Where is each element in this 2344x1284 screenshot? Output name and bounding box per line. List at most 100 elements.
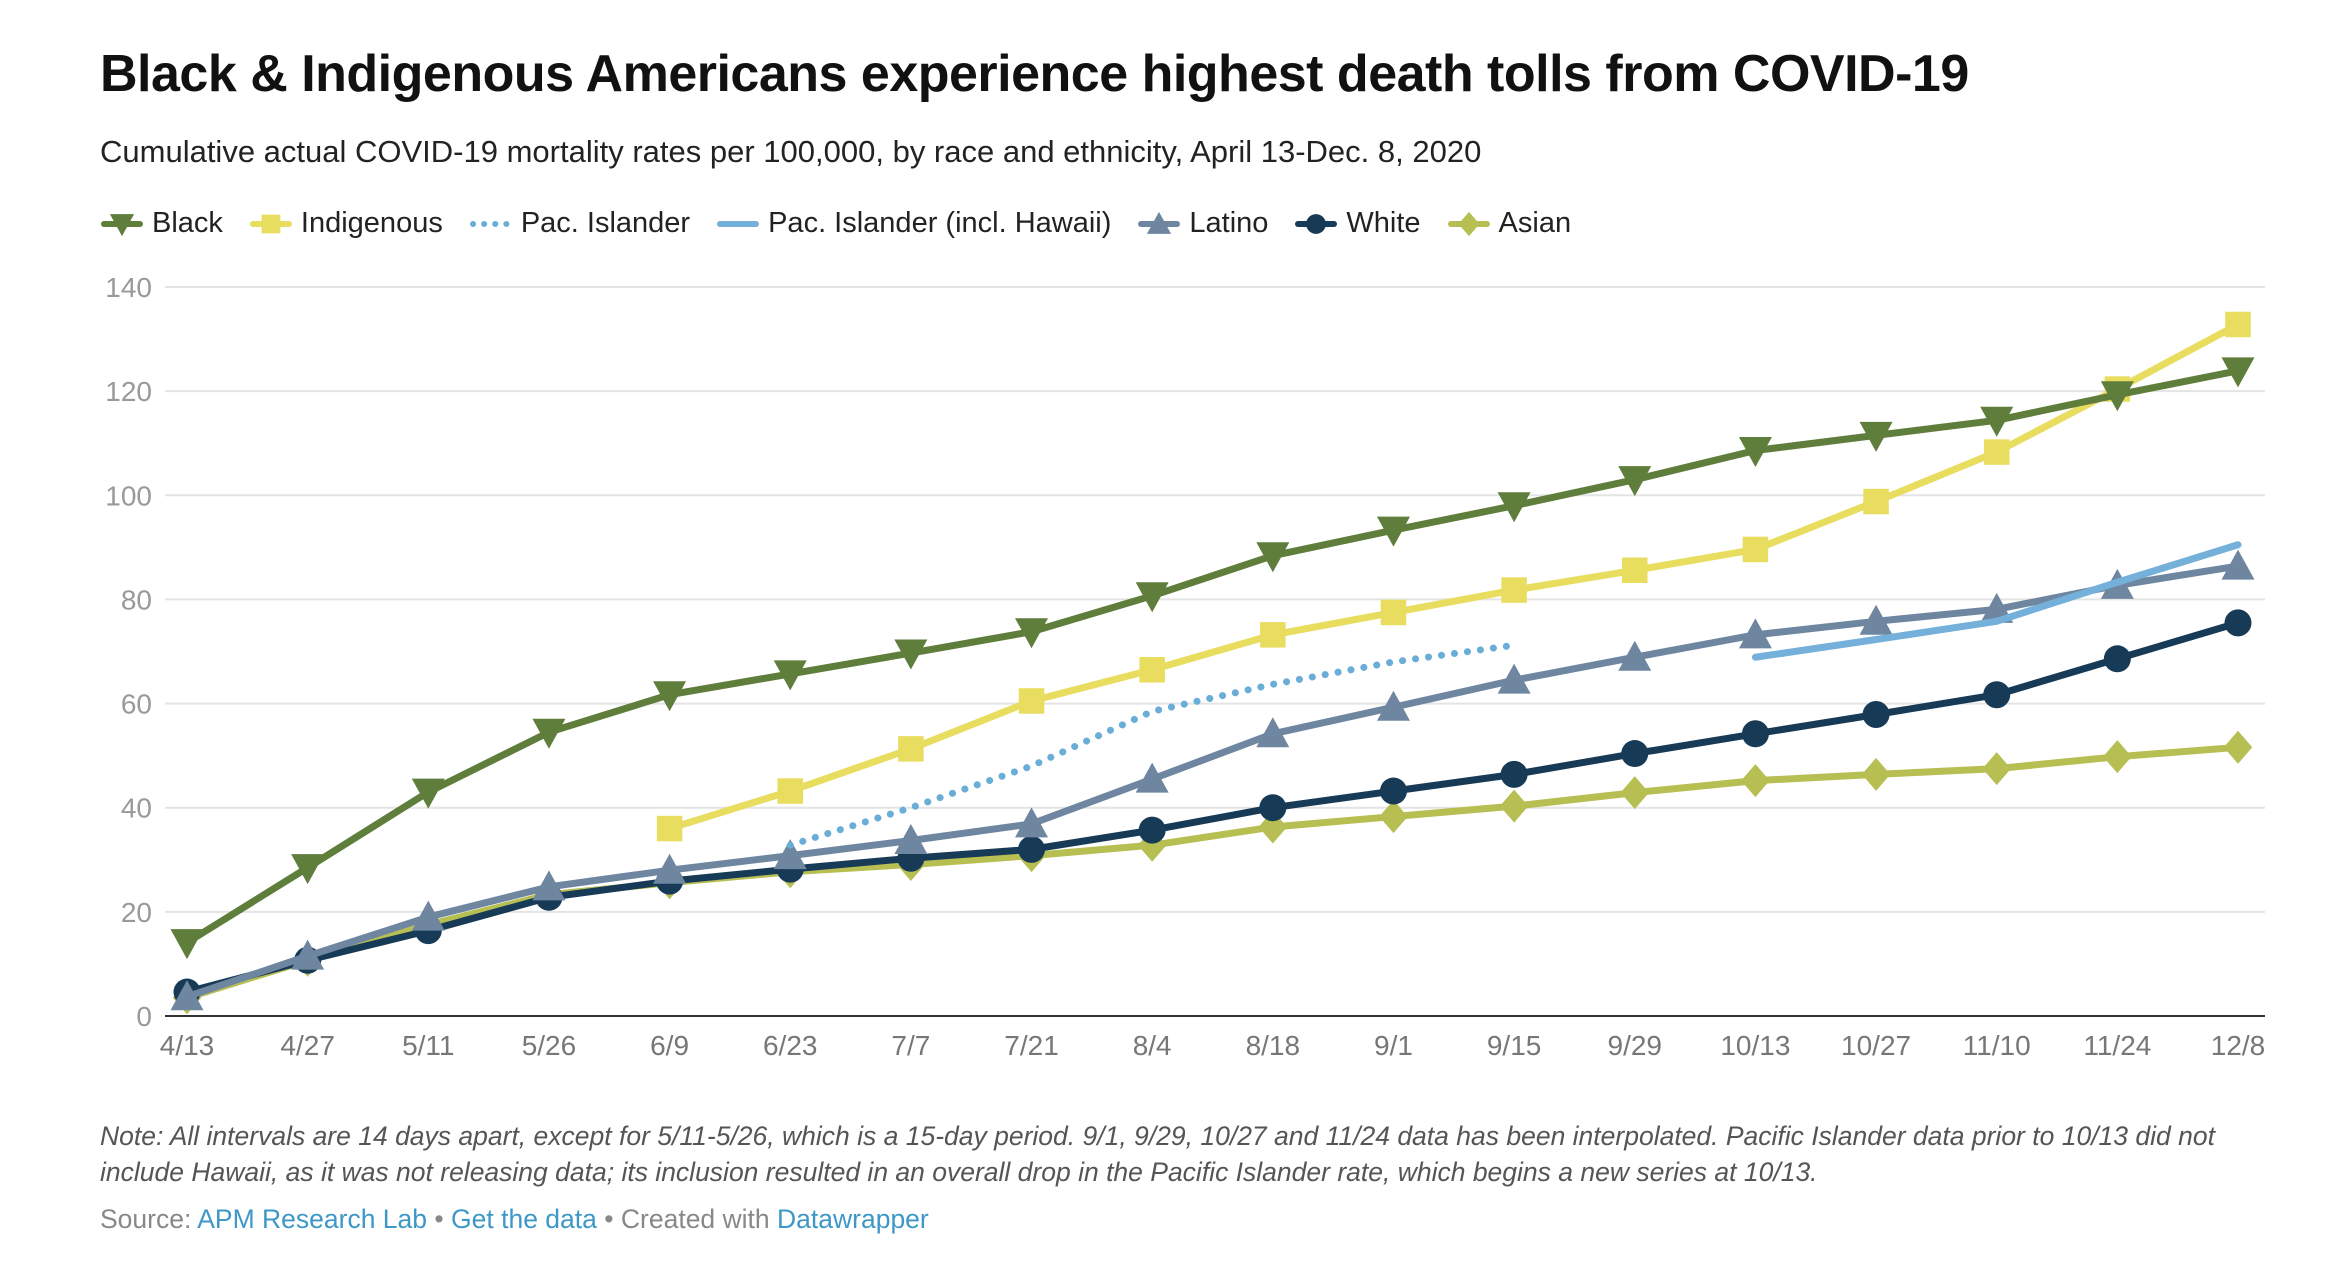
- x-tick-label: 4/13: [160, 1030, 215, 1061]
- data-point: [1620, 776, 1650, 810]
- x-tick-label: 8/18: [1246, 1030, 1301, 1061]
- y-tick-label: 20: [121, 897, 152, 928]
- data-point: [170, 929, 204, 960]
- data-point: [1497, 492, 1531, 523]
- legend-label: Asian: [1498, 207, 1572, 239]
- x-tick-label: 6/23: [763, 1030, 818, 1061]
- x-tick-label: 8/4: [1133, 1030, 1172, 1061]
- data-point: [1863, 488, 1889, 515]
- data-point: [1376, 516, 1410, 547]
- datawrapper-link[interactable]: Datawrapper: [777, 1204, 929, 1234]
- series-pac-islander-incl-hawaii: [1751, 541, 2242, 661]
- data-point: [1501, 577, 1527, 603]
- x-tick-label: 4/27: [280, 1030, 335, 1061]
- legend-swatch-icon: [1295, 213, 1338, 234]
- data-point: [291, 939, 325, 970]
- x-tick-label: 7/7: [891, 1030, 930, 1061]
- data-point: [1861, 757, 1891, 791]
- legend-item: White: [1294, 207, 1421, 240]
- data-point: [411, 778, 445, 809]
- data-point: [653, 853, 687, 884]
- series-line: [183, 562, 2242, 1001]
- x-tick-label: 5/11: [402, 1030, 454, 1061]
- data-point: [1618, 466, 1652, 497]
- legend-item: Black: [100, 207, 223, 240]
- series-line: [666, 320, 2242, 833]
- y-tick-label: 100: [105, 480, 152, 511]
- series-asian: [172, 730, 2253, 1015]
- series-latino: [170, 549, 2255, 1011]
- data-point: [2223, 730, 2253, 764]
- data-point: [894, 824, 928, 855]
- y-tick-label: 120: [105, 376, 152, 407]
- separator: •: [427, 1204, 452, 1234]
- x-tick-label: 7/21: [1004, 1030, 1059, 1061]
- data-point: [1379, 777, 1407, 805]
- legend-swatch-icon: [717, 220, 760, 227]
- x-tick-label: 11/10: [1963, 1030, 2031, 1061]
- legend-marker: [109, 213, 135, 236]
- data-point: [1980, 406, 2014, 437]
- legend-marker: [1147, 211, 1172, 234]
- y-tick-label: 0: [136, 1001, 152, 1032]
- source-line: Source: APM Research Lab • Get the data …: [100, 1204, 929, 1235]
- data-point: [653, 681, 687, 712]
- legend-marker: [1306, 213, 1327, 234]
- data-point: [2221, 549, 2255, 580]
- y-tick-label: 40: [121, 793, 152, 824]
- y-tick-label: 80: [121, 584, 152, 615]
- legend-item: Indigenous: [249, 207, 443, 240]
- x-tick-label: 9/29: [1608, 1030, 1663, 1061]
- x-tick-label: 10/13: [1720, 1030, 1790, 1061]
- data-point: [411, 900, 445, 931]
- legend-label: Pac. Islander (incl. Hawaii): [768, 207, 1112, 239]
- data-point: [1622, 557, 1648, 584]
- source-link-apm[interactable]: APM Research Lab: [197, 1204, 428, 1234]
- data-point: [2224, 609, 2252, 637]
- x-tick-label: 12/8: [2211, 1030, 2266, 1061]
- data-point: [898, 736, 924, 762]
- data-point: [1015, 807, 1049, 838]
- legend-item: Asian: [1447, 207, 1572, 240]
- data-point: [1983, 439, 2010, 465]
- chart-note: Note: All intervals are 14 days apart, e…: [100, 1121, 2215, 1187]
- data-point: [1376, 690, 1410, 721]
- data-point: [1500, 760, 1528, 788]
- legend-item: Pac. Islander: [469, 207, 690, 240]
- data-point: [2103, 645, 2131, 673]
- data-point: [1859, 604, 1893, 635]
- data-point: [1018, 688, 1045, 714]
- data-point: [1738, 618, 1772, 649]
- chart-title: Black & Indigenous Americans experience …: [100, 45, 1969, 103]
- get-data-link[interactable]: Get the data: [451, 1204, 597, 1234]
- y-tick-label: 60: [121, 689, 152, 720]
- data-point: [2103, 740, 2132, 774]
- data-point: [1256, 542, 1290, 573]
- legend-swatch-icon: [1138, 211, 1181, 234]
- series-line: [183, 619, 2242, 996]
- data-point: [170, 980, 204, 1011]
- x-tick-label: 10/27: [1841, 1030, 1911, 1061]
- legend-item: Latino: [1137, 207, 1268, 240]
- data-point: [1738, 437, 1772, 468]
- legend-swatch-icon: [1447, 211, 1490, 236]
- data-point: [532, 718, 566, 749]
- chart-subtitle: Cumulative actual COVID-19 mortality rat…: [100, 134, 1482, 169]
- legend-marker: [1458, 211, 1479, 236]
- x-tick-label: 9/1: [1374, 1030, 1413, 1061]
- legend-label: White: [1346, 207, 1421, 239]
- data-point: [1259, 794, 1287, 822]
- legend-marker: [261, 214, 281, 233]
- legend-label: Pac. Islander: [520, 207, 691, 239]
- data-point: [1135, 762, 1169, 793]
- data-point: [1260, 622, 1286, 648]
- data-point: [1741, 764, 1770, 798]
- data-point: [1379, 800, 1408, 834]
- data-point: [1256, 717, 1290, 748]
- legend-label: Black: [152, 207, 223, 239]
- data-point: [1982, 752, 2011, 786]
- source-label: Source:: [100, 1204, 192, 1234]
- data-point: [777, 778, 803, 804]
- legend-swatch-icon: [101, 213, 143, 236]
- series-indigenous: [656, 311, 2251, 842]
